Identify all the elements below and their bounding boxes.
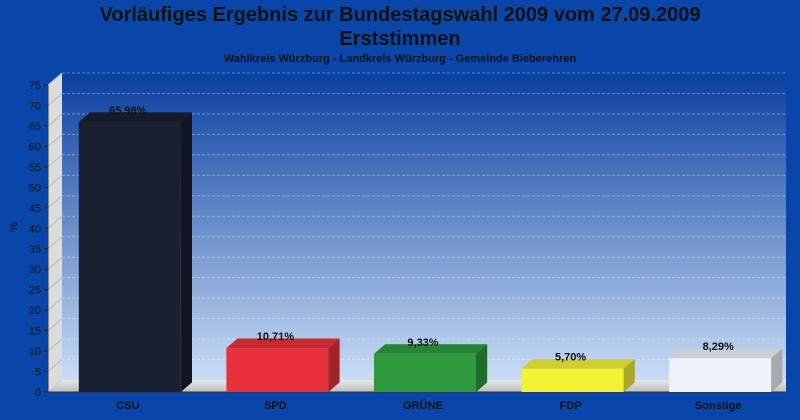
chart-title: Vorläufiges Ergebnis zur Bundestagswahl … bbox=[0, 3, 800, 51]
y-tick-label: 70 bbox=[29, 100, 41, 112]
bar-fdp: 5,70% bbox=[521, 352, 635, 392]
grid-line-side bbox=[47, 134, 63, 147]
grid-line-side bbox=[47, 195, 63, 209]
bar-top bbox=[669, 348, 783, 359]
bar-value-label: 8,29% bbox=[703, 341, 734, 353]
grid-line-side bbox=[47, 93, 63, 106]
grid-line-side bbox=[47, 256, 63, 270]
grid-line-side bbox=[47, 297, 63, 311]
y-tick-label: 20 bbox=[29, 305, 41, 317]
bar-spd: 10,71% bbox=[226, 331, 340, 392]
x-tick-label: CSU bbox=[116, 400, 139, 412]
bar-side bbox=[180, 112, 192, 392]
bar-front bbox=[374, 353, 476, 392]
y-tick-label: 10 bbox=[29, 346, 41, 358]
x-axis-ticks: CSU SPD GRÜNE FDP Sonstige bbox=[116, 399, 741, 412]
bar-value-label: 10,71% bbox=[257, 331, 295, 343]
chart-title-line2: Erststimmen bbox=[339, 28, 461, 50]
chart-subtitle: Wahlkreis Würzburg - Landkreis Würzburg … bbox=[223, 53, 577, 65]
plot-side-wall bbox=[48, 73, 62, 392]
bars: 65,98% 10,71% 9,33% 5,70% 8,29% bbox=[78, 105, 783, 392]
y-tick-label: 75 bbox=[29, 80, 41, 92]
y-tick-label: 40 bbox=[29, 223, 41, 235]
grid-line-side bbox=[47, 359, 63, 372]
y-tick-label: 0 bbox=[35, 387, 41, 399]
y-tick-label: 30 bbox=[29, 264, 41, 276]
y-tick-label: 65 bbox=[29, 121, 41, 133]
grid-line-side bbox=[47, 338, 63, 352]
y-tick-label: 15 bbox=[29, 326, 41, 338]
y-tick-label: 50 bbox=[29, 182, 41, 194]
bar-top bbox=[374, 344, 488, 354]
grid-line-side bbox=[47, 236, 63, 250]
x-tick-label: Sonstige bbox=[695, 400, 741, 412]
grid-line-side bbox=[47, 277, 63, 291]
grid-line-side bbox=[47, 318, 63, 331]
y-tick-label: 35 bbox=[29, 244, 41, 256]
y-tick-label: 60 bbox=[29, 141, 41, 153]
y-tick-label: 55 bbox=[29, 162, 41, 174]
y-tick-label: 45 bbox=[29, 203, 41, 215]
bar-side bbox=[771, 348, 783, 392]
chart-title-line1: Vorläufiges Ergebnis zur Bundestagswahl … bbox=[99, 4, 701, 26]
grid-line-side bbox=[47, 215, 63, 229]
x-tick-label: GRÜNE bbox=[403, 399, 443, 412]
grid-line-side bbox=[47, 72, 63, 86]
y-tick-label: 5 bbox=[35, 367, 41, 379]
grid-line-side bbox=[47, 174, 63, 188]
bar-front bbox=[669, 358, 772, 392]
grid-line-side bbox=[47, 113, 63, 127]
bar-front bbox=[226, 348, 329, 392]
bar-side bbox=[328, 338, 340, 392]
bar-top bbox=[78, 112, 192, 122]
bar-front bbox=[78, 121, 181, 392]
grid-line-side bbox=[47, 154, 63, 168]
bar-grüne: 9,33% bbox=[374, 337, 488, 392]
bar-side bbox=[476, 344, 488, 392]
bar-value-label: 5,70% bbox=[555, 352, 586, 364]
x-tick-label: SPD bbox=[264, 400, 287, 412]
bar-sonstige: 8,29% bbox=[669, 341, 783, 392]
bar-top bbox=[226, 338, 340, 349]
bar-side bbox=[623, 359, 635, 392]
x-tick-label: FDP bbox=[560, 400, 582, 412]
bar-value-label: 65,98% bbox=[109, 105, 147, 117]
bar-top bbox=[521, 359, 635, 369]
bar-value-label: 9,33% bbox=[407, 337, 438, 349]
y-tick-label: 25 bbox=[29, 285, 41, 297]
bar-csu: 65,98% bbox=[78, 105, 192, 392]
bar-front bbox=[521, 368, 624, 392]
